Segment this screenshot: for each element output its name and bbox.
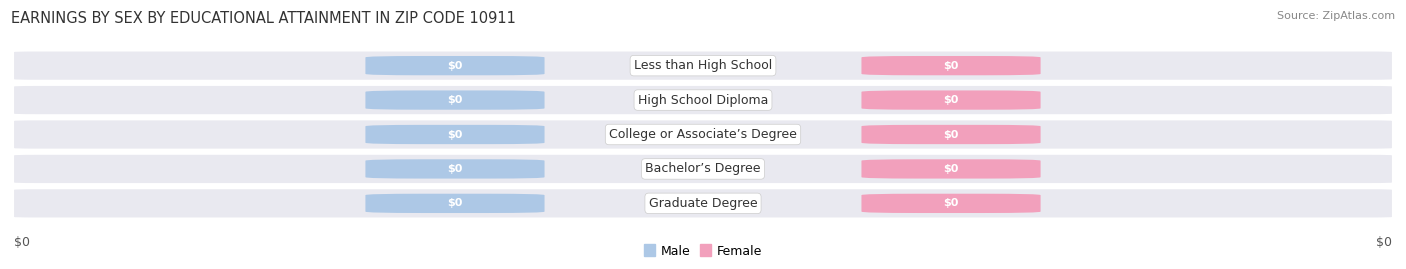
- Text: $0: $0: [447, 61, 463, 71]
- Text: $0: $0: [943, 129, 959, 140]
- Text: $0: $0: [447, 95, 463, 105]
- FancyBboxPatch shape: [366, 56, 544, 75]
- FancyBboxPatch shape: [862, 90, 1040, 110]
- FancyBboxPatch shape: [366, 90, 544, 110]
- Text: $0: $0: [943, 198, 959, 208]
- FancyBboxPatch shape: [862, 125, 1040, 144]
- Text: $0: $0: [943, 61, 959, 71]
- FancyBboxPatch shape: [366, 125, 544, 144]
- FancyBboxPatch shape: [862, 194, 1040, 213]
- Text: EARNINGS BY SEX BY EDUCATIONAL ATTAINMENT IN ZIP CODE 10911: EARNINGS BY SEX BY EDUCATIONAL ATTAINMEN…: [11, 11, 516, 26]
- FancyBboxPatch shape: [14, 52, 1392, 80]
- Text: $0: $0: [447, 129, 463, 140]
- FancyBboxPatch shape: [862, 56, 1040, 75]
- Text: Source: ZipAtlas.com: Source: ZipAtlas.com: [1277, 11, 1395, 21]
- Text: $0: $0: [447, 164, 463, 174]
- Text: $0: $0: [1376, 236, 1392, 249]
- Text: $0: $0: [447, 198, 463, 208]
- FancyBboxPatch shape: [862, 159, 1040, 179]
- Text: High School Diploma: High School Diploma: [638, 94, 768, 107]
- FancyBboxPatch shape: [14, 121, 1392, 148]
- Text: College or Associate’s Degree: College or Associate’s Degree: [609, 128, 797, 141]
- Text: $0: $0: [943, 164, 959, 174]
- Text: Graduate Degree: Graduate Degree: [648, 197, 758, 210]
- FancyBboxPatch shape: [366, 159, 544, 179]
- FancyBboxPatch shape: [14, 86, 1392, 114]
- Text: $0: $0: [943, 95, 959, 105]
- Text: Less than High School: Less than High School: [634, 59, 772, 72]
- Text: Bachelor’s Degree: Bachelor’s Degree: [645, 162, 761, 175]
- Legend: Male, Female: Male, Female: [640, 239, 766, 263]
- FancyBboxPatch shape: [366, 194, 544, 213]
- FancyBboxPatch shape: [14, 189, 1392, 217]
- FancyBboxPatch shape: [14, 155, 1392, 183]
- Text: $0: $0: [14, 236, 30, 249]
